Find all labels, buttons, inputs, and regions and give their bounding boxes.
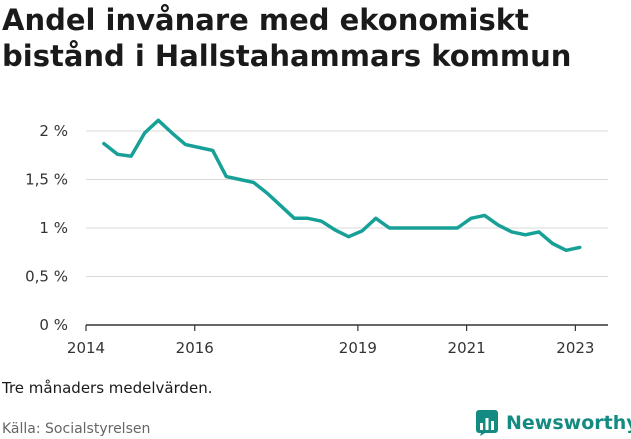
y-tick-label: 1,5 % [25,171,68,189]
source-text: Källa: Socialstyrelsen [2,421,151,437]
y-tick-label: 0,5 % [25,268,68,286]
y-tick-label: 0 % [39,316,68,334]
x-axis: 2014 2016 2019 2021 2023 [67,324,608,357]
x-tick-label: 2014 [67,339,105,357]
y-tick-label: 2 % [39,122,68,140]
brand-logo: Newsworthy [476,408,631,438]
series-lines [102,118,582,253]
y-tick-label: 1 % [39,219,68,237]
gridlines [86,130,608,277]
chart-note: Tre månaders medelvärden. [2,379,213,397]
series-line [102,118,582,253]
x-tick-label: 2016 [176,339,214,357]
x-tick-label: 2019 [339,339,377,357]
y-axis-tick-labels: 0 % 0,5 % 1 % 1,5 % 2 % [25,122,68,334]
x-tick-label: 2023 [556,339,594,357]
chart-title: Andel invånare med ekonomiskt bistånd i … [2,3,572,73]
brand-name: Newsworthy [506,412,631,434]
bar-chart-logo-icon [476,410,498,436]
x-tick-label: 2021 [448,339,486,357]
